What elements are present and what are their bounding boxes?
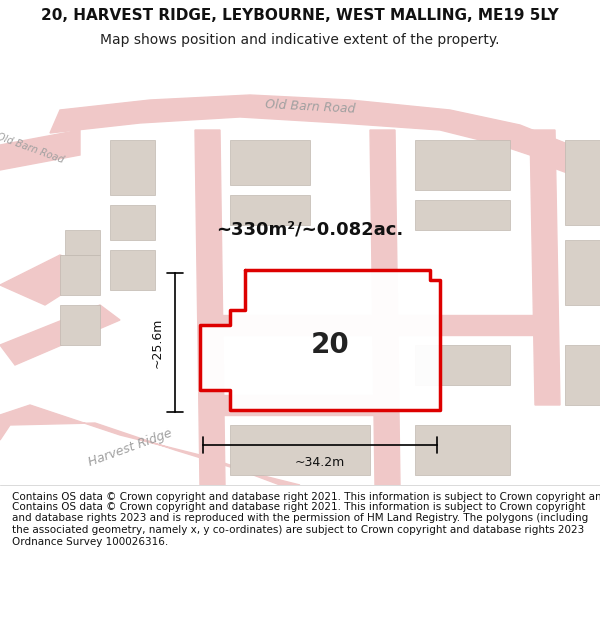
Polygon shape xyxy=(0,130,80,170)
Polygon shape xyxy=(200,270,440,410)
Polygon shape xyxy=(60,305,100,345)
Polygon shape xyxy=(415,200,510,230)
Text: Contains OS data © Crown copyright and database right 2021. This information is : Contains OS data © Crown copyright and d… xyxy=(12,492,600,502)
Polygon shape xyxy=(50,95,570,165)
Polygon shape xyxy=(0,305,120,365)
Polygon shape xyxy=(415,345,510,385)
Polygon shape xyxy=(65,230,100,255)
Polygon shape xyxy=(110,250,155,290)
Text: ~34.2m: ~34.2m xyxy=(295,456,345,469)
Polygon shape xyxy=(110,205,155,240)
Polygon shape xyxy=(230,140,310,185)
Text: 20, HARVEST RIDGE, LEYBOURNE, WEST MALLING, ME19 5LY: 20, HARVEST RIDGE, LEYBOURNE, WEST MALLI… xyxy=(41,8,559,23)
Polygon shape xyxy=(565,345,600,405)
Text: ~25.6m: ~25.6m xyxy=(151,318,163,368)
Polygon shape xyxy=(415,425,510,475)
Polygon shape xyxy=(0,405,300,485)
Polygon shape xyxy=(565,140,600,225)
Text: Map shows position and indicative extent of the property.: Map shows position and indicative extent… xyxy=(100,32,500,47)
Polygon shape xyxy=(530,130,560,405)
Polygon shape xyxy=(200,395,380,415)
Polygon shape xyxy=(0,255,100,305)
Polygon shape xyxy=(565,240,600,305)
Polygon shape xyxy=(540,135,600,185)
Polygon shape xyxy=(195,130,225,485)
Polygon shape xyxy=(415,140,510,190)
Polygon shape xyxy=(230,425,370,475)
Text: Old Barn Road: Old Barn Road xyxy=(265,98,355,116)
Text: 20: 20 xyxy=(311,331,349,359)
Text: ~330m²/~0.082ac.: ~330m²/~0.082ac. xyxy=(217,221,404,239)
Text: Contains OS data © Crown copyright and database right 2021. This information is : Contains OS data © Crown copyright and d… xyxy=(12,502,588,547)
Polygon shape xyxy=(110,140,155,195)
Polygon shape xyxy=(230,195,310,225)
Polygon shape xyxy=(200,315,540,335)
Text: Harvest Ridge: Harvest Ridge xyxy=(86,427,173,469)
Polygon shape xyxy=(370,130,400,485)
Polygon shape xyxy=(60,255,100,295)
Text: Old Barn Road: Old Barn Road xyxy=(0,131,65,165)
